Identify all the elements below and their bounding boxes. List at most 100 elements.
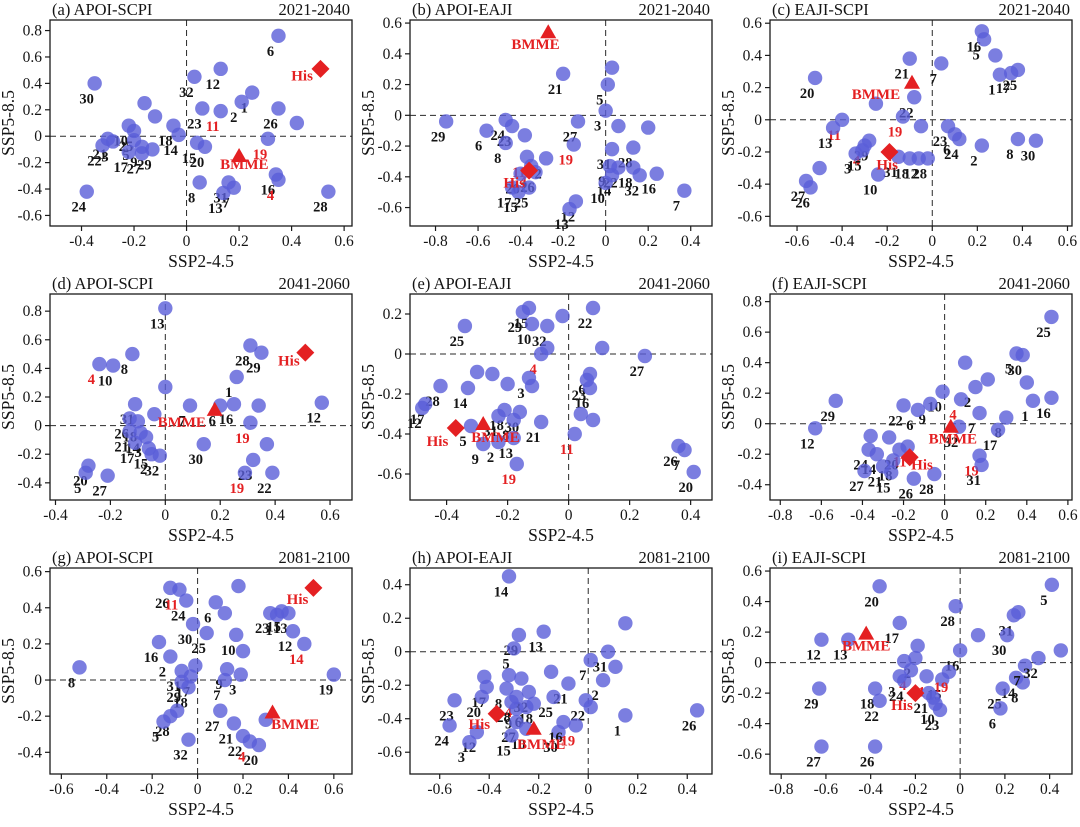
model-dot xyxy=(974,138,990,153)
model-label: 7 xyxy=(673,458,680,474)
model-dot xyxy=(163,649,178,664)
x-tick-label: 0.4 xyxy=(279,781,299,798)
model-dot xyxy=(600,644,616,659)
model-dot xyxy=(245,85,260,100)
model-label: 21 xyxy=(914,701,929,717)
y-tick-label: 0.6 xyxy=(23,49,43,66)
model-label: 17 xyxy=(497,196,512,212)
model-label: 30 xyxy=(992,643,1007,659)
panel-period: 2081-2100 xyxy=(639,548,711,567)
model-label: 17 xyxy=(120,451,135,467)
model-dot xyxy=(814,632,829,647)
model-label: 3 xyxy=(229,683,236,699)
model-label: 19 xyxy=(230,481,245,497)
model-dot xyxy=(1017,658,1033,673)
x-tick-label: 0 xyxy=(602,233,610,250)
his-diamond-marker xyxy=(487,704,506,723)
model-dot xyxy=(689,703,705,718)
model-dot xyxy=(857,463,872,479)
model-label: 15 xyxy=(496,743,511,759)
model-label: 8 xyxy=(68,675,75,691)
model-dot xyxy=(462,734,477,750)
model-label: 22 xyxy=(87,153,102,169)
model-label: 2 xyxy=(159,665,166,681)
model-dot xyxy=(910,638,925,654)
x-tick-label: -0.6 xyxy=(814,781,839,798)
model-dot xyxy=(100,468,115,483)
model-dot xyxy=(72,660,87,675)
model-dot xyxy=(953,392,969,407)
x-tick-label: 0.6 xyxy=(1058,507,1078,524)
y-tick-label: 0.4 xyxy=(743,355,763,372)
model-dot xyxy=(147,109,163,124)
y-tick-label: 0.6 xyxy=(23,332,43,349)
model-dot xyxy=(192,175,207,190)
model-dot xyxy=(907,90,922,105)
y-axis-title: SSP5-8.5 xyxy=(720,90,738,156)
y-tick-label: 0.4 xyxy=(383,46,403,63)
model-label: 16 xyxy=(219,412,234,428)
model-label: 21 xyxy=(114,439,129,455)
model-label: 15 xyxy=(503,200,518,216)
x-tick-label: 0 xyxy=(565,507,573,524)
his-label: His xyxy=(468,717,490,733)
y-axis-title: SSP5-8.5 xyxy=(720,364,738,430)
his-label: His xyxy=(911,457,933,473)
model-label: 5 xyxy=(1005,362,1012,378)
y-tick-label: 0.2 xyxy=(383,610,402,627)
model-dot xyxy=(231,578,246,594)
plot-box xyxy=(49,567,353,775)
y-tick-label: -0.2 xyxy=(377,138,402,155)
model-label: 9 xyxy=(919,412,926,428)
panel-period: 2041-2060 xyxy=(279,274,351,293)
model-dot xyxy=(948,598,963,614)
model-dot xyxy=(181,680,196,695)
x-axis-title: SSP2-4.5 xyxy=(888,525,954,545)
model-label: 6 xyxy=(267,44,274,60)
model-dot xyxy=(855,143,870,158)
model-dot xyxy=(121,144,136,160)
model-label: 30 xyxy=(1007,363,1022,379)
model-label: 27 xyxy=(127,161,142,177)
model-dot xyxy=(896,398,911,413)
model-label: 13 xyxy=(150,316,165,332)
model-dot xyxy=(585,412,601,428)
model-dot xyxy=(265,465,280,481)
model-label: 20 xyxy=(190,155,205,171)
y-tick-label: -0.4 xyxy=(737,716,762,733)
model-label: 29 xyxy=(431,129,446,145)
model-dot xyxy=(506,430,521,446)
model-dot xyxy=(78,465,93,481)
model-label: 20 xyxy=(864,594,879,610)
model-dot xyxy=(92,356,107,372)
model-dot xyxy=(868,96,884,111)
model-dot xyxy=(546,689,561,705)
model-label: 5 xyxy=(1040,593,1047,609)
model-label: 11 xyxy=(206,119,220,135)
scatter-panel-h: 1431132957212172083242896182523221261232… xyxy=(358,548,720,822)
model-label: 13 xyxy=(273,621,288,637)
model-label: 21 xyxy=(894,67,909,83)
model-dot xyxy=(289,115,305,131)
bmme-triangle-marker xyxy=(206,401,223,416)
model-label: 10 xyxy=(920,712,935,728)
x-tick-label: -0.4 xyxy=(43,507,68,524)
y-tick-label: 0.2 xyxy=(23,389,42,406)
panel-svg: 6123230122611231810255142132292917271520… xyxy=(0,0,354,271)
y-axis-title: SSP5-8.5 xyxy=(360,364,378,430)
model-label: 5 xyxy=(596,93,603,109)
plot-box xyxy=(769,567,1073,775)
model-dot xyxy=(980,372,995,387)
model-label: 4 xyxy=(238,749,245,765)
y-tick-label: -0.4 xyxy=(377,426,402,443)
bmme-triangle-marker xyxy=(942,418,959,433)
model-dot xyxy=(968,379,983,395)
y-tick-label: -0.2 xyxy=(737,446,762,463)
model-label: 9 xyxy=(505,717,512,733)
model-dot xyxy=(245,452,261,468)
model-label: 3 xyxy=(517,386,524,402)
model-label: 16 xyxy=(261,183,276,199)
model-dot xyxy=(438,114,454,129)
model-label: 26 xyxy=(682,718,697,734)
model-dot xyxy=(251,398,266,413)
